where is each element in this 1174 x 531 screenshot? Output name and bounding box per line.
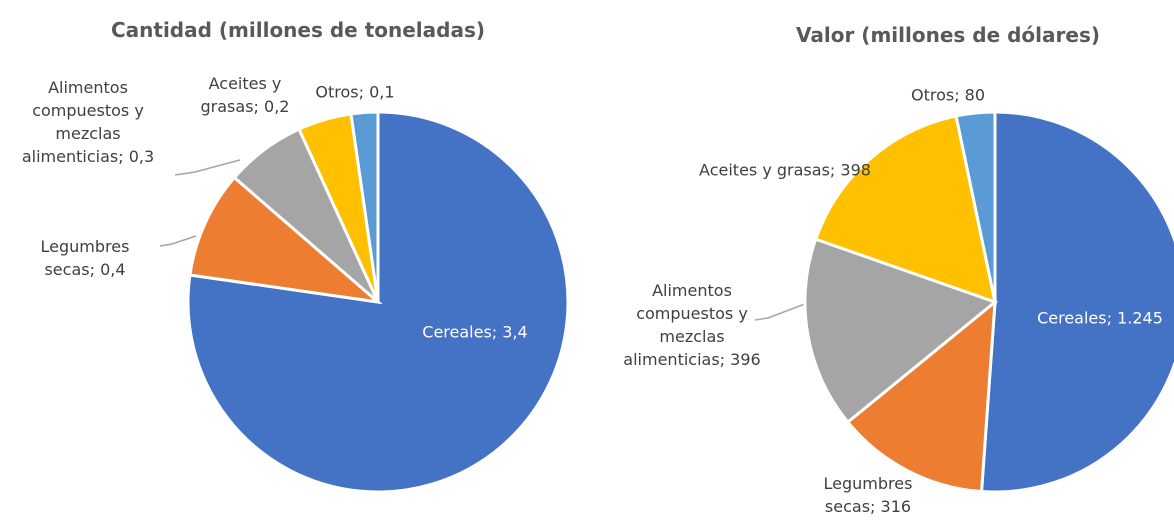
category-name: Otros [910, 85, 955, 105]
pie-slice [979, 110, 1174, 494]
slice-label: Aceites y grasas; 0,2 [195, 72, 295, 118]
pie-slice [188, 175, 383, 305]
value-label: 80 [964, 85, 986, 105]
chart-title: Cantidad (millones de toneladas) [110, 18, 486, 42]
category-name: Alimentos compuestos y mezclas alimentic… [623, 281, 748, 369]
category-name: Cereales [422, 322, 492, 342]
pie-slice [349, 110, 380, 303]
slice-label: Cereales; 1.245 [1037, 307, 1163, 330]
label-separator: ; [118, 147, 129, 166]
label-separator: ; [829, 160, 841, 180]
slice-label: Legumbres secas; 0,4 [30, 235, 140, 281]
label-separator: ; [954, 85, 965, 105]
category-name: Legumbres secas [40, 237, 130, 279]
slice-label: Alimentos compuestos y mezclas alimentic… [3, 76, 173, 168]
label-separator: ; [491, 322, 503, 342]
pie-slice [813, 114, 998, 305]
slice-label: Otros; 0,1 [315, 81, 394, 104]
label-separator: ; [253, 97, 265, 116]
chart-title: Valor (millones de dólares) [796, 23, 1100, 47]
label-separator: ; [358, 82, 370, 102]
pie-slice [803, 237, 999, 425]
label-separator: ; [870, 497, 881, 516]
category-name: Otros [315, 82, 359, 102]
leader-line [174, 159, 241, 176]
category-name: Alimentos compuestos y mezclas alimentic… [21, 78, 144, 166]
pie-slice [845, 298, 997, 494]
slice-label: Aceites y grasas; 398 [698, 159, 873, 182]
label-separator: ; [719, 350, 731, 369]
pie-slice [954, 110, 997, 303]
value-label: 3,4 [502, 322, 528, 342]
slice-label: Otros; 80 [911, 84, 985, 107]
value-label: 0,1 [369, 82, 395, 102]
category-name: Legumbres secas [823, 474, 913, 516]
slice-label: Cereales; 3,4 [422, 321, 527, 344]
slice-label: Legumbres secas; 316 [813, 472, 923, 518]
value-label: 1.245 [1117, 308, 1163, 328]
value-label: 398 [840, 160, 871, 180]
label-separator: ; [89, 260, 101, 279]
slice-label: Alimentos compuestos y mezclas alimentic… [607, 279, 777, 371]
leader-line [159, 235, 197, 247]
leader-line [754, 301, 811, 321]
label-separator: ; [1106, 308, 1118, 328]
category-name: Cereales [1037, 308, 1107, 328]
category-name: Aceites y grasas [200, 74, 282, 116]
value-label: 0,3 [128, 147, 155, 166]
category-name: Aceites y grasas [699, 160, 830, 180]
value-label: 316 [880, 497, 912, 516]
value-label: 0,2 [264, 97, 290, 116]
value-label: 396 [730, 350, 761, 369]
value-label: 0,4 [100, 260, 126, 279]
